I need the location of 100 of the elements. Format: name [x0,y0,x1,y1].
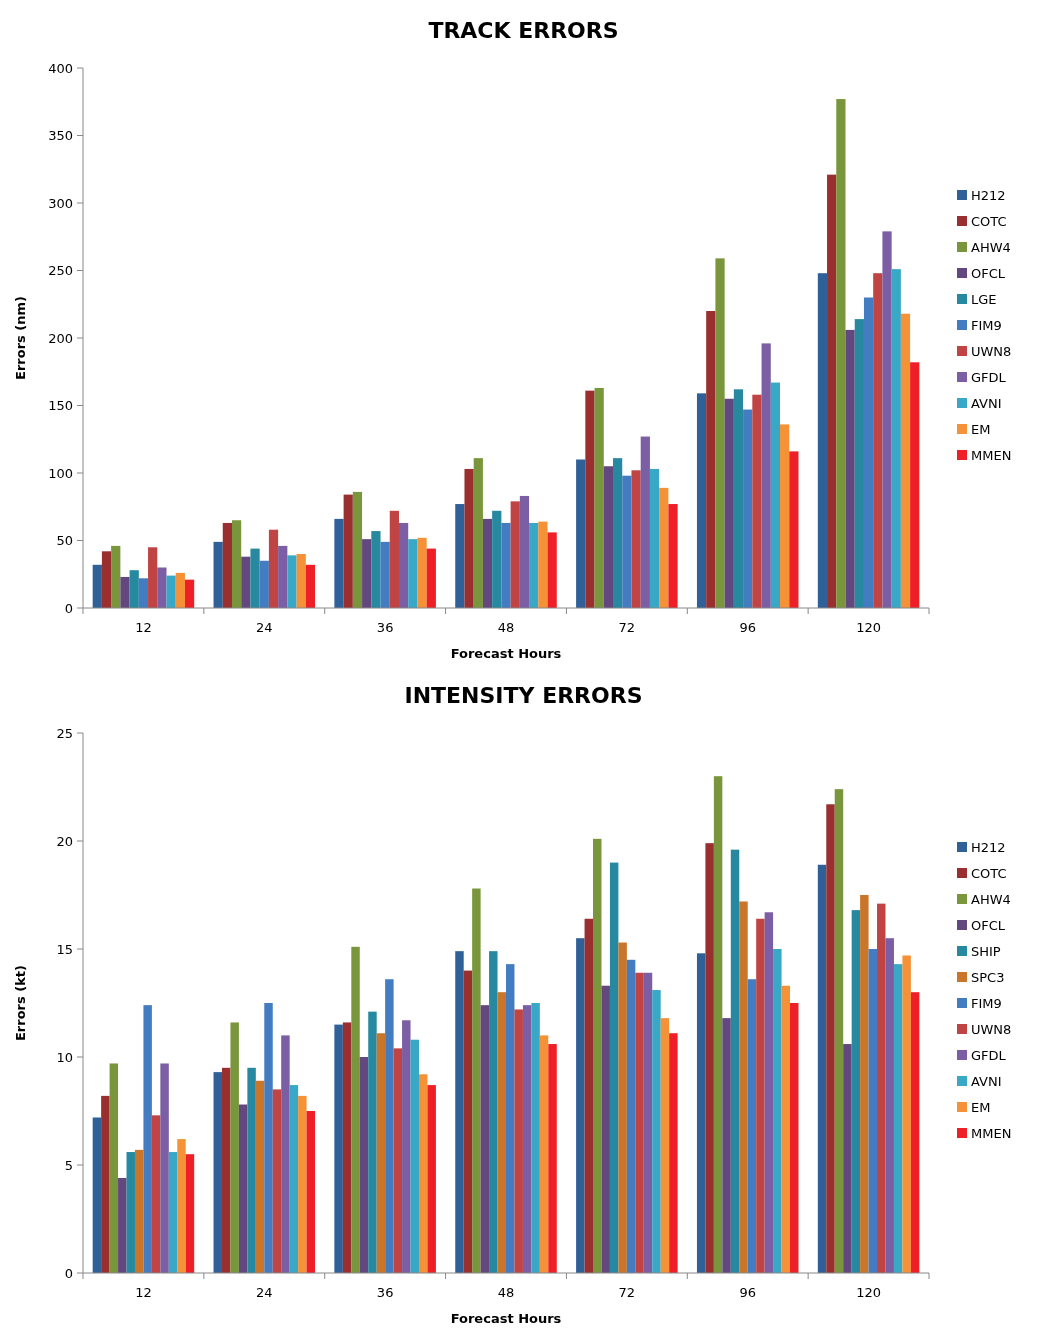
bar [789,451,799,608]
bar [464,468,474,608]
bar [138,578,149,608]
bar [519,495,530,608]
bar [743,409,753,608]
bar [781,985,791,1273]
bar [296,554,306,608]
bar [241,556,251,608]
bar [576,938,585,1273]
x-tick-label: 72 [618,1285,636,1300]
bar [222,522,232,608]
bar [640,436,650,608]
legend-label: LGE [971,291,997,307]
bar [882,231,892,608]
bar [885,938,894,1273]
bar [635,972,644,1273]
bar [548,1044,557,1273]
bar [522,1005,532,1273]
bar [408,539,418,608]
bar [584,918,594,1273]
bar [247,1067,256,1273]
bar [362,539,372,608]
bar [402,1020,411,1273]
x-tick-label: 120 [856,620,881,635]
bar [185,1154,195,1273]
legend-label: UWN8 [971,1021,1012,1037]
bar [250,548,260,608]
bar [368,1011,377,1273]
bar [790,1003,799,1273]
y-tick-label: 50 [56,533,73,549]
bar [715,258,725,608]
bar [213,541,223,608]
bar [576,459,586,608]
bar [827,174,837,608]
y-tick-label: 5 [64,1157,73,1173]
bar [631,470,641,608]
bar [873,273,883,608]
y-tick-label: 350 [48,128,73,144]
bar [259,560,269,608]
bar [126,1152,135,1273]
bar [900,313,911,608]
bar [351,946,360,1273]
bar [752,394,762,608]
bar [264,1003,273,1273]
bar [287,555,297,608]
bar [92,564,102,608]
legend-label: FIM9 [971,995,1002,1011]
bar [649,468,660,608]
bar [713,776,723,1273]
y-tick-label: 200 [48,330,73,346]
bar [380,541,390,608]
bar [756,918,765,1273]
bar [455,504,465,608]
bar [863,297,874,608]
bar [352,491,363,608]
bar [622,475,632,608]
bar [175,572,185,608]
bar [764,912,774,1273]
legend-label: FIM9 [971,317,1002,333]
bar [305,564,316,608]
bar [231,520,242,608]
x-tick-label: 72 [618,620,636,635]
bar [722,1018,731,1273]
bar [696,393,707,608]
legend-label: GFDL [971,1047,1007,1063]
legend-label: UWN8 [971,343,1012,359]
bar [463,970,473,1273]
bar [506,964,515,1273]
x-tick-label: 120 [856,1285,881,1300]
legend-label: COTC [971,213,1007,229]
bar [696,953,706,1273]
bar [109,1063,119,1273]
bar [514,1009,523,1273]
bar [510,501,520,608]
bar [426,548,436,608]
legend-label: H212 [971,187,1006,203]
bar [773,949,782,1273]
legend-label: COTC [971,865,1007,881]
bar [705,843,714,1273]
bar [817,864,827,1273]
x-axis-title: Forecast Hours [450,646,562,661]
bar [834,789,844,1273]
bar [371,531,381,608]
bar [342,1022,352,1273]
bar [817,273,828,608]
bar [761,343,771,608]
y-axis-title: Errors (kt) [13,964,28,1042]
bar [398,522,409,608]
bar [482,518,493,608]
legend-label: SPC3 [971,969,1005,985]
y-tick-label: 250 [48,263,73,279]
bar [652,990,661,1273]
y-tick-label: 150 [48,398,73,414]
bar [343,494,353,608]
bar [92,1117,102,1273]
bar [836,99,846,608]
bar [489,951,498,1273]
bar [538,521,548,608]
bar [843,1044,852,1273]
y-tick-label: 100 [48,465,73,481]
